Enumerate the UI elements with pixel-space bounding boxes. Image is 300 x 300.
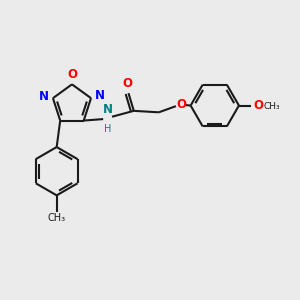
- Text: N: N: [94, 89, 104, 102]
- Text: H: H: [104, 124, 111, 134]
- Text: N: N: [38, 90, 49, 103]
- Text: O: O: [67, 68, 77, 81]
- Text: O: O: [176, 98, 186, 111]
- Text: O: O: [253, 99, 263, 112]
- Text: CH₃: CH₃: [48, 213, 66, 223]
- Text: O: O: [122, 77, 132, 90]
- Text: CH₃: CH₃: [264, 102, 280, 111]
- Text: N: N: [103, 103, 112, 116]
